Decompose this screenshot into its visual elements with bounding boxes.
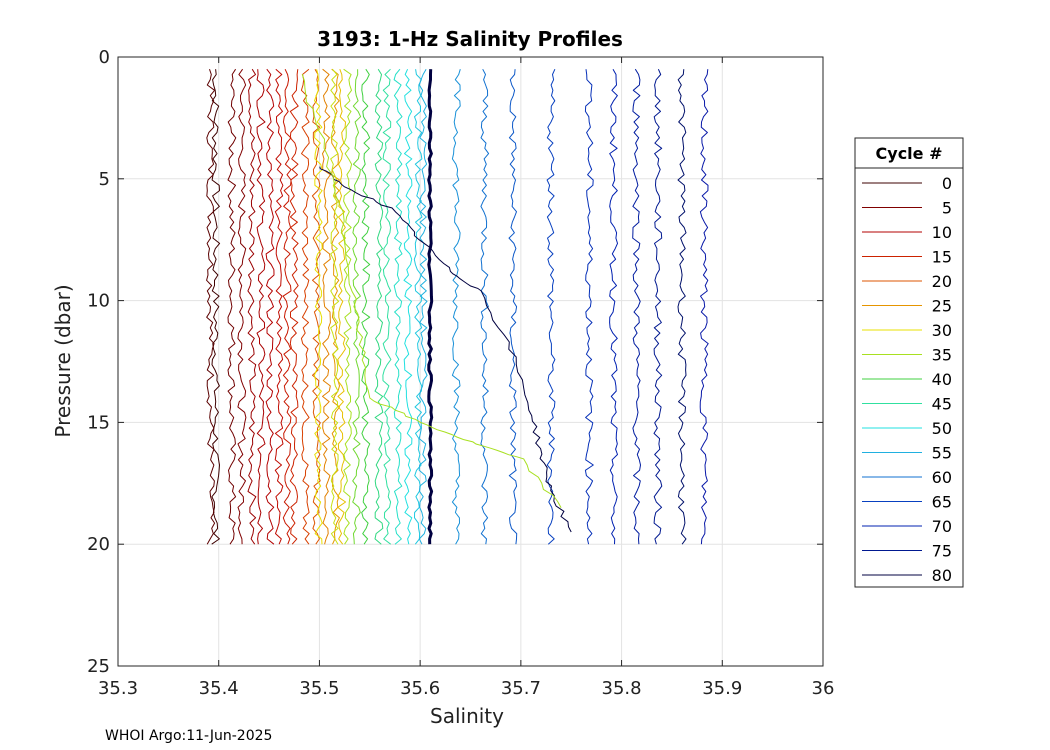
profile-line-cycle-20	[311, 68, 321, 545]
profile-line-cycle-77	[677, 69, 687, 545]
profile-line-cycle-50	[403, 68, 413, 545]
y-tick-label: 15	[87, 412, 110, 433]
x-axis-label: Salinity	[430, 704, 504, 728]
legend-label-70: 70	[932, 517, 952, 536]
x-tick-label: 35.8	[602, 678, 642, 699]
plot-area: 35.3 35.4 35.5 35.6 35.7 35.8 35.9 36 0 5 10 15 20 2…	[87, 47, 834, 699]
y-axis-label: Pressure (dbar)	[51, 284, 75, 437]
legend-label-60: 60	[932, 468, 952, 487]
profile-line-cycle-10	[265, 68, 275, 545]
profile-line-cycle-43	[374, 68, 384, 545]
profile-line-cycle-80	[427, 69, 434, 545]
legend-label-15: 15	[932, 248, 952, 267]
x-tick-label: 35.4	[199, 678, 239, 699]
legend-label-80: 80	[932, 566, 952, 585]
profile-line-cycle-35	[343, 68, 353, 545]
profile-line-cycle-53	[413, 69, 423, 545]
profile-line-cycle-48	[393, 68, 403, 545]
profile-line-cycle-70	[609, 68, 618, 545]
profile-line-cycle-55	[418, 68, 428, 545]
legend-label-5: 5	[942, 199, 952, 218]
profile-line-cycle-18	[300, 68, 310, 545]
legend-label-35: 35	[932, 346, 952, 365]
profile-line-cycle-4	[227, 68, 237, 545]
y-tick-label: 5	[99, 169, 110, 190]
chart-title: 3193: 1-Hz Salinity Profiles	[317, 27, 623, 51]
profile-line-cycle-67	[584, 69, 594, 545]
x-tick-label: 35.3	[98, 678, 138, 699]
x-tick-label: 35.9	[702, 678, 742, 699]
profile-line-cycle-33	[330, 68, 340, 545]
legend-label-45: 45	[932, 395, 952, 414]
legend-title: Cycle #	[876, 144, 943, 163]
sloping-profile-line	[319, 166, 572, 533]
profile-line-cycle-62	[508, 69, 518, 545]
profile-line-cycle-9	[256, 69, 266, 545]
legend-label-25: 25	[932, 297, 952, 316]
legend-box	[854, 137, 964, 588]
profile-line-cycle-60	[480, 68, 490, 545]
legend-label-40: 40	[932, 370, 952, 389]
profile-line-cycle-75	[653, 69, 663, 545]
x-axis-ticks: 35.3 35.4 35.5 35.6 35.7 35.8 35.9 36	[98, 57, 834, 699]
axes-background	[118, 57, 823, 666]
profile-line-cycle-45	[382, 68, 392, 545]
legend-items: 0 5 10 15 20 25 30 35 40 45 50 55 60 65 70 75 80	[862, 174, 952, 585]
legend-label-0: 0	[942, 174, 952, 193]
y-tick-label: 20	[87, 534, 110, 555]
profile-lines	[206, 68, 709, 545]
profile-line-cycle-72	[632, 68, 641, 545]
profile-line-cycle-28	[337, 69, 347, 545]
y-tick-label: 0	[99, 47, 110, 68]
profile-line-cycle-5	[237, 68, 247, 545]
legend-label-65: 65	[932, 493, 952, 512]
x-tick-label: 35.7	[501, 678, 541, 699]
y-tick-label: 10	[87, 291, 110, 312]
profile-line-cycle-23	[322, 68, 331, 545]
profile-line-cycle-65	[546, 68, 556, 545]
profile-line-cycle-7	[247, 68, 257, 545]
profile-line-cycle-15	[289, 69, 299, 545]
legend-label-30: 30	[932, 321, 952, 340]
grid-lines	[118, 57, 823, 666]
x-tick-label: 35.5	[299, 678, 339, 699]
profile-line-cycle-40	[361, 68, 371, 545]
legend: Cycle # 0 5 10 15 20 25 30 35 40 45 50 55 60 65 70 75 80	[854, 137, 964, 588]
y-tick-label: 25	[87, 656, 110, 677]
sloping-profile-line	[301, 73, 562, 508]
legend-label-20: 20	[932, 272, 952, 291]
profile-line-cycle-57	[451, 69, 461, 545]
profile-line-cycle-38	[352, 69, 362, 545]
axes-frame	[117, 56, 824, 667]
profile-line-cycle-30	[313, 69, 323, 545]
legend-label-55: 55	[932, 444, 952, 463]
profile-line-cycle-2	[206, 69, 216, 545]
footer-credit: WHOI Argo:11-Jun-2025	[105, 728, 272, 744]
legend-label-10: 10	[932, 223, 952, 242]
profile-line-cycle-12	[274, 68, 284, 545]
x-tick-label: 36	[812, 678, 835, 699]
legend-label-50: 50	[932, 419, 952, 438]
profile-line-cycle-79	[699, 69, 709, 545]
y-axis-ticks: 0 5 10 15 20 25	[87, 47, 823, 677]
x-tick-label: 35.6	[400, 678, 440, 699]
profile-line-cycle-0	[211, 69, 221, 545]
legend-label-75: 75	[932, 542, 952, 561]
profile-line-cycle-14	[282, 68, 292, 545]
